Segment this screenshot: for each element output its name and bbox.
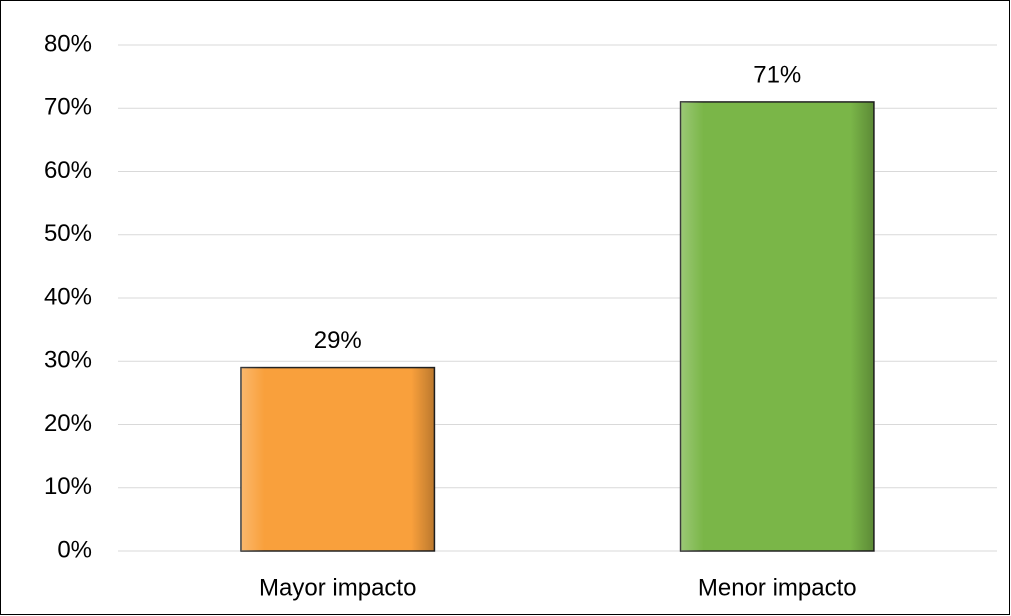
y-tick-label: 80% [44, 30, 92, 57]
y-tick-label: 50% [44, 220, 92, 247]
bar [240, 366, 436, 552]
y-tick-label: 0% [57, 536, 92, 563]
bar [679, 101, 875, 552]
y-tick-label: 10% [44, 473, 92, 500]
y-tick-label: 40% [44, 283, 92, 310]
x-tick-label: Mayor impacto [259, 574, 416, 601]
data-label: 71% [753, 61, 801, 88]
y-tick-label: 30% [44, 347, 92, 374]
y-tick-label: 70% [44, 94, 92, 121]
y-tick-label: 60% [44, 157, 92, 184]
data-label: 29% [314, 327, 362, 354]
x-tick-label: Menor impacto [698, 574, 857, 601]
y-tick-label: 20% [44, 410, 92, 437]
